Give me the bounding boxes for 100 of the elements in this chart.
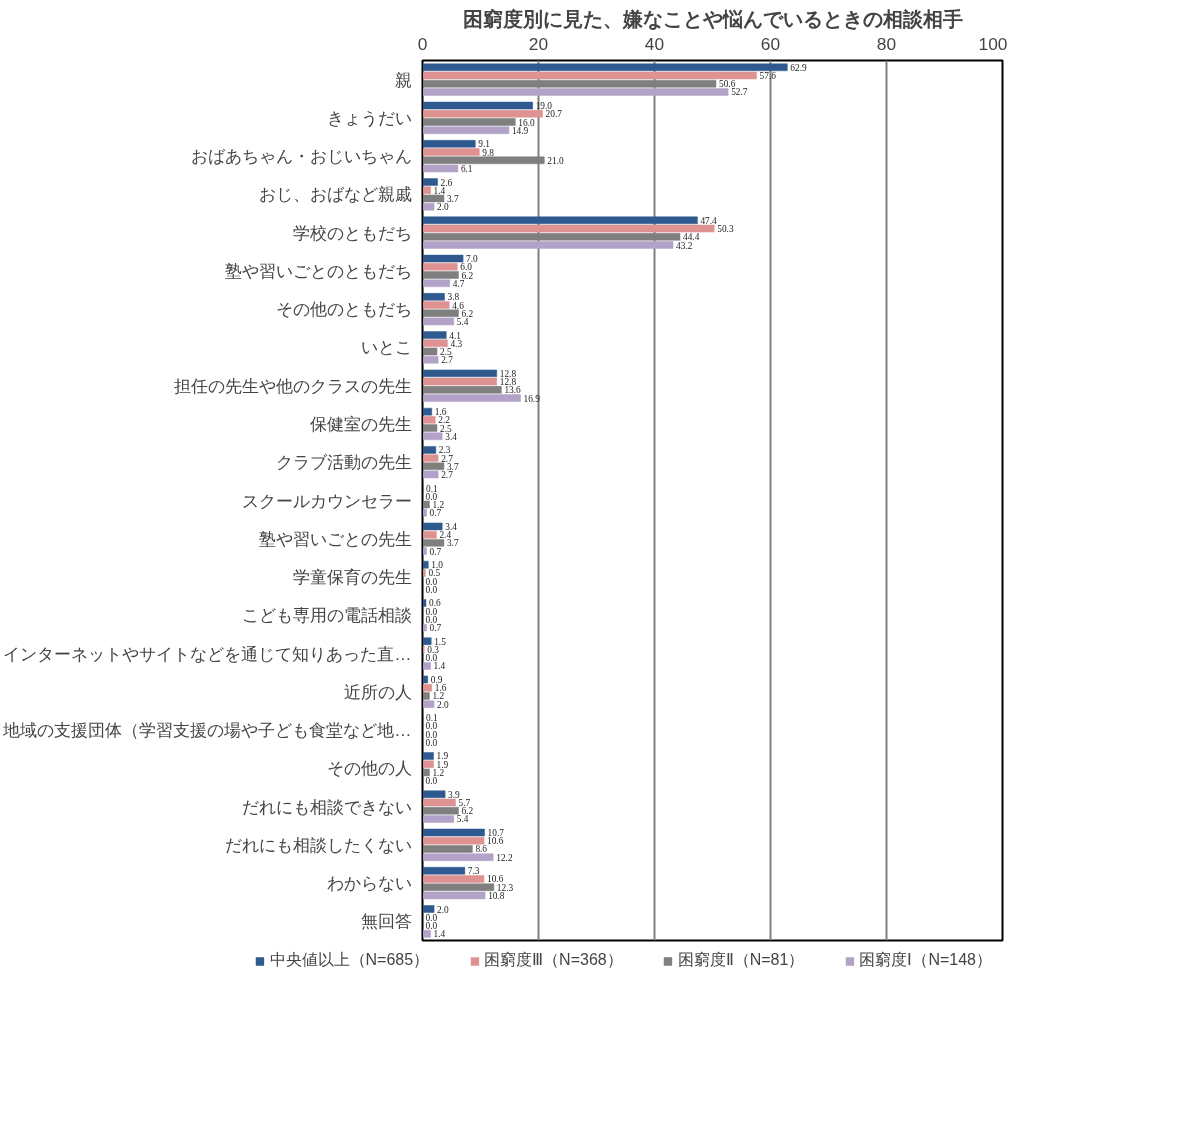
data-label: 47.4 xyxy=(700,215,718,226)
data-label: 2.7 xyxy=(441,470,454,481)
legend-label: 困窮度Ⅲ（N=368） xyxy=(484,950,623,970)
data-label: 2.7 xyxy=(441,453,454,464)
y-tick-label: 地域の支援団体（学習支援の場や子ども食堂など地… xyxy=(2,720,412,741)
y-tick-label: だれにも相談したくない xyxy=(224,834,412,855)
y-tick-label: こども専用の電話相談 xyxy=(241,605,412,626)
data-label: 5.4 xyxy=(456,814,469,825)
y-tick-label: その他のともだち xyxy=(275,299,412,320)
data-label: 0.0 xyxy=(425,491,438,502)
y-tick-label: おじ、おばなど親戚 xyxy=(258,184,412,205)
data-label: 6.1 xyxy=(460,163,473,174)
data-label: 3.7 xyxy=(446,461,459,472)
data-label: 12.8 xyxy=(499,377,517,388)
data-label: 0.7 xyxy=(429,508,442,519)
data-label: 2.6 xyxy=(440,177,453,188)
data-label: 8.6 xyxy=(475,844,488,855)
x-tick-label: 100 xyxy=(978,33,1008,54)
y-tick-label: わからない xyxy=(326,873,412,894)
data-label: 3.4 xyxy=(445,521,458,532)
y-tick-label: インターネットやサイトなどを通じて知りあった直… xyxy=(3,643,412,664)
data-label: 9.1 xyxy=(478,139,491,150)
data-label: 5.4 xyxy=(456,317,469,328)
data-label: 1.2 xyxy=(432,767,445,778)
data-label: 1.9 xyxy=(436,759,449,770)
data-label: 0.0 xyxy=(425,606,438,617)
data-label: 5.7 xyxy=(458,797,471,808)
data-label: 6.2 xyxy=(461,270,474,281)
data-label: 6.0 xyxy=(460,262,473,273)
data-label: 44.4 xyxy=(683,232,700,243)
data-label: 50.3 xyxy=(717,224,734,235)
data-label: 2.0 xyxy=(437,699,450,710)
data-label: 1.6 xyxy=(434,407,447,418)
data-label: 0.1 xyxy=(426,713,439,724)
data-label: 1.9 xyxy=(436,751,449,762)
data-label: 16.0 xyxy=(518,117,535,128)
y-tick-label: 親 xyxy=(394,69,412,90)
data-label: 0.0 xyxy=(425,584,438,595)
data-label: 2.0 xyxy=(437,904,450,915)
data-label: 0.0 xyxy=(425,737,438,748)
data-label: 2.5 xyxy=(440,347,452,358)
data-label: 7.0 xyxy=(466,254,479,265)
data-label: 0.7 xyxy=(429,623,442,634)
data-label: 1.0 xyxy=(431,560,444,571)
data-label: 1.5 xyxy=(434,636,447,647)
y-tick-label: 無回答 xyxy=(360,911,412,932)
data-label: 12.8 xyxy=(499,368,517,379)
data-label: 0.0 xyxy=(425,912,438,923)
data-label: 6.2 xyxy=(461,308,474,319)
x-tick-label: 40 xyxy=(644,33,665,54)
data-label: 0.7 xyxy=(429,546,442,557)
y-tick-label: 学校のともだち xyxy=(292,222,412,243)
data-label: 4.7 xyxy=(452,278,465,289)
data-label: 1.4 xyxy=(433,929,446,940)
legend-label: 困窮度Ⅱ（N=81） xyxy=(677,950,805,970)
data-label: 3.7 xyxy=(446,194,459,205)
data-label: 9.8 xyxy=(482,147,495,158)
y-tick-label: スクールカウンセラー xyxy=(241,490,412,511)
data-label: 0.3 xyxy=(427,644,440,655)
data-label: 1.4 xyxy=(433,661,446,672)
legend-label: 中央値以上（N=685） xyxy=(269,950,430,970)
data-label: 7.3 xyxy=(467,866,480,877)
chart-title: 困窮度別に見た、嫌なことや悩んでいるときの相談相手 xyxy=(462,7,963,30)
data-label: 0.9 xyxy=(430,674,443,685)
data-label: 2.4 xyxy=(439,530,452,541)
data-label: 3.8 xyxy=(447,292,460,303)
data-label: 21.0 xyxy=(547,155,564,166)
y-tick-label: だれにも相談できない xyxy=(241,796,412,817)
x-tick-label: 0 xyxy=(417,33,428,54)
data-label: 10.6 xyxy=(486,874,504,885)
y-tick-label: その他の人 xyxy=(326,758,412,779)
data-label: 4.1 xyxy=(449,330,462,341)
x-tick-label: 80 xyxy=(876,33,897,54)
data-label: 0.0 xyxy=(425,614,438,625)
data-label: 10.8 xyxy=(488,890,505,901)
x-tick-label: 20 xyxy=(528,33,549,54)
data-label: 0.6 xyxy=(428,598,441,609)
data-label: 0.0 xyxy=(425,576,438,587)
data-label: 2.7 xyxy=(441,355,454,366)
data-label: 50.6 xyxy=(718,79,736,90)
data-label: 2.5 xyxy=(440,423,452,434)
data-label: 62.9 xyxy=(790,62,807,73)
y-tick-label: 学童保育の先生 xyxy=(292,567,412,588)
data-label: 20.7 xyxy=(545,109,563,120)
data-label: 0.1 xyxy=(426,483,439,494)
data-label: 6.2 xyxy=(461,806,474,817)
data-label: 12.3 xyxy=(496,882,514,893)
data-label: 0.5 xyxy=(428,568,441,579)
data-label: 52.7 xyxy=(731,87,748,98)
data-label: 10.6 xyxy=(486,836,504,847)
y-tick-label: 保健室の先生 xyxy=(309,413,412,434)
data-label: 0.0 xyxy=(425,653,438,664)
y-tick-label: 塾や習いごとのともだち xyxy=(224,260,412,281)
y-tick-label: おばあちゃん・おじいちゃん xyxy=(190,146,412,167)
data-label: 3.7 xyxy=(446,538,459,549)
data-label: 4.6 xyxy=(452,300,465,311)
data-label: 12.2 xyxy=(496,852,513,863)
data-label: 1.6 xyxy=(434,683,447,694)
data-label: 4.3 xyxy=(450,338,463,349)
y-tick-label: 近所の人 xyxy=(343,681,412,702)
